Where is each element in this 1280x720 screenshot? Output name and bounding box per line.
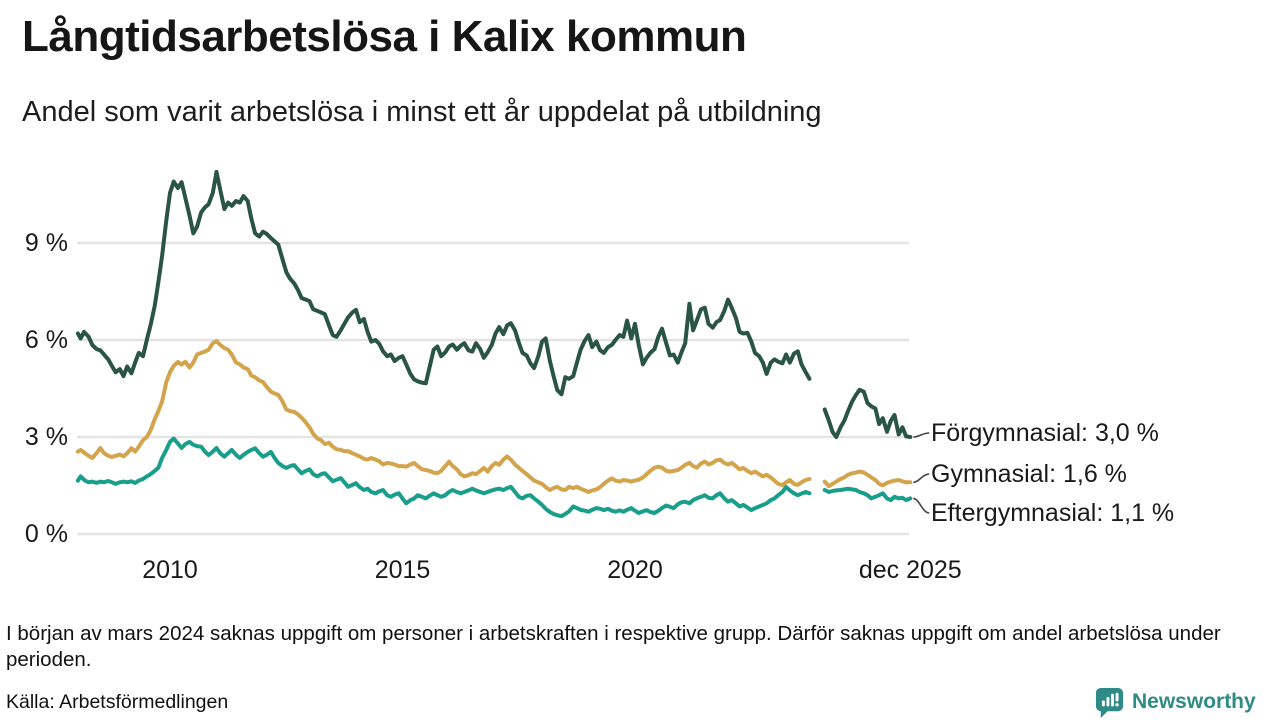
y-axis-tick-label: 6 % (24, 326, 68, 354)
newsworthy-brand: Newsworthy (1094, 686, 1256, 718)
y-axis-tick-label: 3 % (24, 423, 68, 451)
series-line-eftergymnasial (75, 436, 812, 519)
x-axis-tick-label: 2020 (607, 556, 663, 584)
page-title: Långtidsarbetslösa i Kalix kommun (22, 12, 747, 61)
page-subtitle: Andel som varit arbetslösa i minst ett å… (22, 96, 822, 128)
series-line-gymnasial (75, 339, 812, 494)
footnote: I början av mars 2024 saknas uppgift om … (6, 622, 1221, 671)
series-line-eftergymnasial (822, 486, 913, 503)
end-label-connector (913, 473, 930, 484)
series-end-label-gymnasial: Gymnasial: 1,6 % (931, 460, 1127, 488)
series-line-gymnasial (822, 469, 913, 489)
end-label-connector (913, 497, 930, 514)
x-axis-tick-label: 2010 (142, 556, 198, 584)
newsworthy-logo-icon (1095, 687, 1124, 718)
end-label-connector (913, 432, 930, 438)
newsworthy-wordmark: Newsworthy (1132, 690, 1256, 713)
series-line-forgymnasial (75, 169, 812, 397)
series-end-label-forgymnasial: Förgymnasial: 3,0 % (931, 419, 1159, 447)
x-axis-tick-label: dec 2025 (858, 556, 962, 584)
x-axis-tick-label: 2015 (374, 556, 431, 584)
series-line-forgymnasial (822, 387, 913, 439)
series-end-label-eftergymnasial: Eftergymnasial: 1,1 % (931, 499, 1175, 527)
y-axis-tick-label: 9 % (24, 229, 68, 257)
source-credit: Källa: Arbetsförmedlingen (6, 691, 229, 713)
y-axis-tick-label: 0 % (24, 520, 68, 548)
